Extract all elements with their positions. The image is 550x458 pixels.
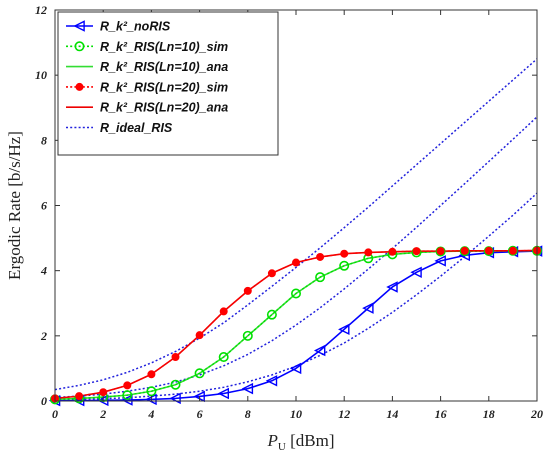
x-tick-label-18: 18 [483,407,495,421]
series-3-point-16 [436,247,445,256]
series-1-point-3 [122,390,133,401]
series-3-point-3 [123,381,132,390]
y-tick-label-8: 8 [41,133,47,147]
series-3-point-8 [243,286,252,295]
series-3-point-10 [292,258,300,267]
y-tick-label-12: 12 [35,3,47,17]
y-tick-label-10: 10 [35,68,47,82]
series-3-point-7 [219,307,228,316]
series-1-point-9 [266,309,277,320]
legend-swatch-marker-3 [75,82,84,91]
legend-swatch-marker-0 [73,20,85,32]
series-1-point-19 [507,245,518,256]
series-3-point-13 [364,248,373,257]
legend-label-5: R_ideal_RIS [100,121,173,135]
series-line-0 [55,250,538,402]
legend-swatch-marker-1 [74,41,85,52]
series-0-point-7 [217,387,230,400]
x-tick-label-0: 0 [52,407,58,421]
x-tick-label-2: 2 [99,407,106,421]
legend-label-4: R_k²_RIS(Ln=20)_ana [100,101,228,115]
series-1-point-11 [315,272,326,283]
ideal-ris-curve-2 [54,116,538,399]
legend-label-1: R_k²_RIS(Ln=10)_sim [100,40,228,54]
x-tick-label-20: 20 [530,407,543,421]
x-tick-label-16: 16 [435,407,447,421]
series-1-point-10 [290,288,301,299]
series-0-point-13 [362,302,374,314]
x-axis-title-main: P [267,431,278,450]
series-3-point-14 [388,247,397,256]
series-1-point-5 [170,379,181,390]
x-tick-label-10: 10 [290,407,302,421]
legend-label-3: R_k²_RIS(Ln=20)_sim [100,80,228,94]
x-axis-title: PU [dBm] [267,431,335,453]
series-3-point-18 [484,246,493,255]
series-1-point-6 [194,368,205,379]
x-tick-label-6: 6 [197,407,203,421]
legend: R_k²_noRIS R_k²_RIS(Ln=10)_sim R_k²_RIS(Ln… [57,11,279,156]
ideal-ris-curve-1 [54,58,538,391]
y-axis-title: Ergodic Rate [b/s/Hz] [5,131,24,280]
series-0-point-11 [313,344,326,357]
y-tick-label-0: 0 [41,394,47,408]
series-3-point-6 [195,331,204,340]
series-0-point-10 [289,362,302,375]
series-0-point-12 [338,323,350,336]
series-1-point-4 [146,386,157,397]
series-0-point-9 [265,375,278,387]
legend-label-0: R_k²_noRIS [100,20,171,34]
series-0-point-15 [410,266,422,279]
y-tick-label-2: 2 [40,329,47,343]
series-3-point-2 [99,388,108,397]
x-axis-title-sub: U [278,441,286,453]
x-tick-label-14: 14 [386,407,398,421]
series-1-point-7 [218,352,229,363]
series-3-point-9 [267,269,276,278]
series-3-point-19 [508,246,517,255]
series-3-point-12 [340,249,349,258]
series-0-point-16 [434,255,446,267]
legend-label-2: R_k²_RIS(Ln=10)_ana [100,60,228,74]
y-tick-label-4: 4 [40,264,47,278]
series-0-point-14 [386,281,398,293]
series-3-point-4 [147,370,156,379]
y-tick-label-6: 6 [41,199,47,213]
x-tick-label-8: 8 [245,407,251,421]
x-tick-label-12: 12 [338,407,350,421]
series-3-point-1 [75,392,84,401]
series-3-point-11 [316,252,325,261]
series-3-point-17 [460,246,469,255]
series-line-3 [54,249,538,400]
series-0-point-3 [121,394,133,406]
series-1-point-12 [339,260,350,271]
legend-box [57,11,279,156]
series-3-point-5 [171,353,180,362]
x-tick-label-4: 4 [147,407,154,421]
x-axis-title-unit: [dBm] [286,431,335,450]
series-1-point-8 [242,330,253,341]
series-line-1 [54,250,537,401]
series-3-point-15 [412,247,421,256]
series-0-point-8 [241,382,254,395]
